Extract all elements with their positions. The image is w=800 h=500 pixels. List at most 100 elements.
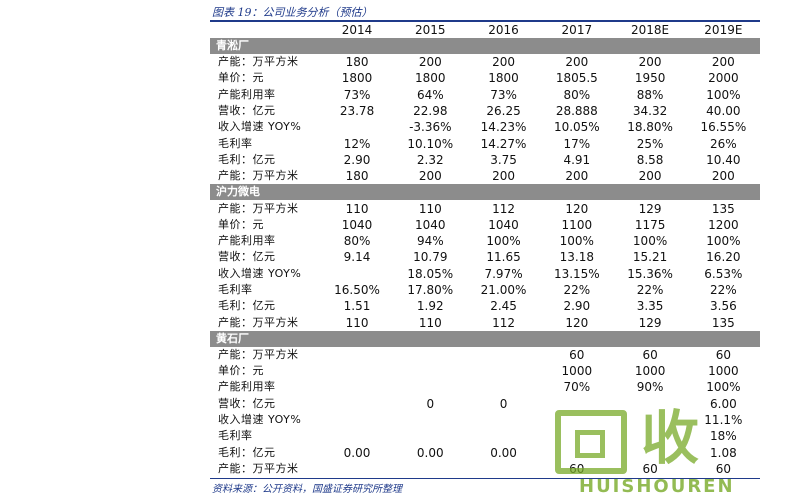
cell-value: 1200 [708, 217, 739, 232]
row-label: 收入增速 YOY% [218, 266, 302, 280]
cell-value: 120 [565, 315, 589, 330]
cell-value [394, 379, 467, 395]
cell-value: 200 [492, 55, 515, 70]
cell-value [467, 363, 540, 379]
row-label: 收入增速 YOY% [218, 120, 302, 134]
table-row: 营收：亿元 0 0 6.00 [210, 396, 760, 412]
cell-value: 200 [638, 55, 662, 70]
cell-value: 0 [499, 396, 508, 411]
table-row: 产能：万平方米 180 200 200 200 200 200 [210, 54, 760, 70]
watermark-logo: 收 HUISHOUREN [555, 398, 745, 498]
cell-value: 110 [418, 315, 442, 330]
cell-value [467, 461, 540, 477]
cell-value: 135 [711, 201, 735, 216]
cell-value: 12% [343, 136, 371, 151]
cell-value: 80% [343, 234, 371, 249]
cell-value: 129 [638, 201, 662, 216]
cell-value: 135 [711, 315, 735, 330]
year-header: 2017 [561, 23, 593, 37]
figure-caption: 图表 19：公司业务分析（预估） [212, 6, 373, 19]
cell-value: 2.32 [416, 152, 444, 167]
section-title: 沪力微电 [210, 184, 321, 201]
cell-value: 200 [638, 169, 662, 184]
cell-value: 22.98 [413, 104, 448, 119]
section-header-row: 青淞厂 [210, 38, 760, 54]
section-fill [466, 330, 541, 347]
cell-value [320, 379, 393, 395]
table-row: 收入增速 YOY% 18.05% 7.97% 13.15% 15.36% 6.53% [210, 266, 760, 282]
cell-value [320, 119, 393, 135]
row-label: 单价：元 [218, 217, 264, 231]
cell-value [320, 428, 393, 444]
cell-value: 10.05% [553, 120, 600, 135]
cell-value [394, 461, 467, 477]
cell-value: 26% [710, 136, 737, 151]
cell-value [320, 412, 393, 428]
cell-value [467, 347, 540, 363]
section-fill [393, 330, 467, 347]
cell-value: 40.00 [706, 104, 741, 119]
row-label: 营收：亿元 [218, 104, 276, 118]
cell-value: 1100 [561, 217, 593, 232]
cell-value: 129 [638, 315, 662, 330]
row-label: 毛利：亿元 [218, 152, 276, 166]
cell-value: 1.08 [710, 445, 737, 460]
cell-value: 28.888 [555, 104, 598, 119]
watermark-box-icon [555, 410, 627, 474]
section-header-row: 沪力微电 [210, 184, 760, 201]
cell-value: 112 [492, 315, 515, 330]
cell-value: 80% [563, 87, 591, 102]
section-fill [320, 184, 394, 201]
row-label: 产能：万平方米 [218, 201, 299, 215]
cell-value [394, 347, 467, 363]
cell-value: 180 [345, 55, 369, 70]
cell-value: 60 [642, 461, 658, 476]
cell-value: 100% [706, 380, 741, 395]
cell-value: 60 [569, 347, 585, 362]
cell-value: 6.00 [710, 396, 737, 411]
cell-value: 60 [715, 347, 731, 362]
row-label: 产能：万平方米 [218, 169, 299, 183]
section-fill [540, 38, 614, 54]
table-row: 毛利：亿元 2.90 2.32 3.75 4.91 8.58 10.40 [210, 152, 760, 168]
year-header: 2015 [415, 23, 446, 37]
cell-value [467, 428, 540, 444]
cell-value: 94% [416, 234, 444, 249]
top-rule [210, 20, 760, 22]
row-label: 收入增速 YOY% [218, 413, 302, 427]
table-row: 收入增速 YOY% 11.1% [210, 412, 760, 428]
cell-value: 0 [426, 396, 435, 411]
cell-value: 88% [636, 87, 664, 102]
year-header: 2018E [631, 23, 670, 37]
cell-value: 1000 [634, 364, 666, 379]
cell-value: 22% [636, 283, 664, 297]
cell-value: 13.18 [559, 250, 594, 265]
watermark-inner-square [575, 430, 605, 458]
cell-value [320, 266, 393, 282]
cell-value: 200 [565, 169, 589, 184]
cell-value: 1040 [415, 217, 446, 232]
cell-value: 8.58 [636, 152, 664, 167]
header-blank [210, 22, 320, 38]
section-fill [686, 330, 760, 347]
cell-value: 11.65 [486, 250, 521, 265]
cell-value: 13.15% [553, 266, 600, 281]
cell-value: 3.35 [636, 299, 664, 314]
source-note: 资料来源：公开资料，国盛证券研究所整理 [212, 484, 402, 495]
cell-value [467, 379, 540, 395]
section-title: 青淞厂 [210, 38, 321, 54]
cell-value: 14.27% [480, 136, 527, 151]
cell-value: 200 [418, 55, 442, 70]
table-row: 单价：元 1040 1040 1040 1100 1175 1200 [210, 217, 760, 233]
cell-value: 1800 [341, 71, 373, 86]
cell-value: 0.00 [343, 445, 371, 460]
cell-value: -3.36% [409, 120, 452, 135]
cell-value [320, 347, 393, 363]
cell-value: 1.92 [416, 299, 444, 314]
section-fill [540, 184, 614, 201]
row-label: 产能利用率 [218, 234, 276, 248]
cell-value: 1040 [488, 217, 519, 232]
section-fill [393, 184, 467, 201]
cell-value [320, 396, 393, 412]
table-row: 产能：万平方米 180 200 200 200 200 200 [210, 168, 760, 184]
